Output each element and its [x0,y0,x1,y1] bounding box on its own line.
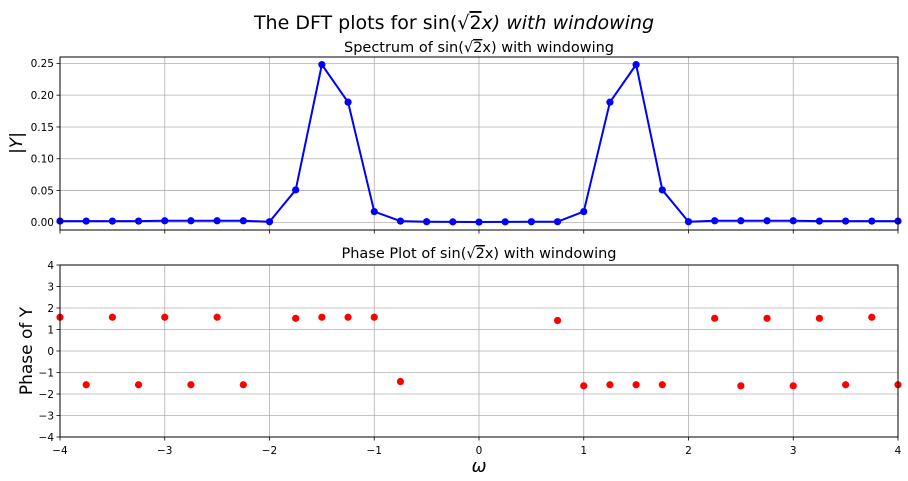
phase-point [658,381,666,389]
x-tick-label: −2 [262,445,277,457]
phase-point [711,314,719,322]
spectrum-point [82,217,90,225]
y-tick-label: −3 [39,410,54,422]
spectrum-point [580,207,588,216]
phase-point [134,381,143,389]
phase-point [370,313,378,321]
x-tick-label: −3 [157,445,172,457]
spectrum-point [108,217,116,225]
phase-point [213,313,221,321]
y-tick-label: 0.15 [31,122,54,134]
spectrum-point [815,217,824,225]
spectrum-point [161,217,169,225]
spectrum-point [213,217,221,225]
spectrum-point [423,218,431,226]
x-tick-label: 1 [580,445,587,457]
spectrum-xticks [59,230,899,234]
x-tick-label: 3 [790,445,797,457]
y-tick-label: −1 [39,367,54,379]
y-tick-label: 4 [47,260,54,272]
spectrum-point [449,218,457,226]
spectrum-point [501,218,509,226]
spectrum-point [187,217,195,225]
spectrum-title: Spectrum of sin(√2x) with windowing [344,40,614,56]
phase-point [396,377,405,386]
spectrum-point [344,98,352,106]
y-tick-label: 0.05 [31,185,54,197]
x-tick-label: −1 [367,445,382,457]
y-tick-label: 0.20 [31,90,54,102]
spectrum-point [292,186,300,194]
phase-point [161,313,169,321]
spectrum-point [475,218,483,226]
x-tick-label: 2 [685,445,692,457]
y-tick-label: 1 [47,324,54,336]
spectrum-plot: Spectrum of sin(√2x) with windowing 0.00… [7,40,902,234]
spectrum-axes-frame [59,56,899,231]
phase-point [292,314,300,322]
phase-xticks: −4 −3 −2 −1 0 1 2 3 4 [52,437,902,457]
spectrum-point [737,217,745,225]
phase-ylabel: Phase of Y [17,306,37,395]
y-tick-label: 0.10 [31,154,54,166]
spectrum-point [239,217,247,225]
y-tick-label: −4 [39,432,55,444]
phase-point [187,381,195,389]
sqrt-symbol: √ [457,12,470,34]
phase-xlabel: ω [471,456,486,477]
spectrum-point [265,218,274,226]
phase-point [789,382,797,390]
phase-point [842,381,850,389]
spectrum-point [396,217,405,225]
y-tick-label: 0.25 [31,58,54,70]
spectrum-point [711,217,719,225]
y-tick-label: 0.00 [31,217,54,229]
phase-point [606,381,614,389]
figure-suptitle: The DFT plots for sin(√2x) with windowin… [253,12,654,34]
spectrum-point [553,218,562,226]
spectrum-point [658,186,666,194]
x-tick-label: 0 [476,445,483,457]
spectrum-point [370,207,378,216]
phase-point [82,381,90,389]
y-tick-label: −2 [39,389,54,401]
spectrum-point [868,217,876,225]
phase-point [108,313,116,321]
spectrum-point [134,217,143,225]
spectrum-point [632,61,640,69]
phase-point [737,382,745,390]
phase-point [632,381,640,389]
phase-grid [59,264,899,438]
x-tick-label: 4 [895,445,902,457]
phase-point [344,313,352,321]
phase-yticks: −4 −3 −2 −1 0 1 2 3 4 [39,260,60,444]
spectrum-point [318,61,326,69]
phase-point [815,314,824,322]
y-tick-label: 2 [47,303,54,315]
phase-axes-frame [59,264,899,438]
spectrum-point [606,98,614,106]
phase-point [580,382,588,390]
phase-title: Phase Plot of sin(√2x) with windowing [342,246,617,262]
spectrum-point [684,218,693,226]
spectrum-series [56,61,902,226]
phase-plot: Phase Plot of sin(√2x) with windowing −4… [17,246,902,477]
spectrum-yticks: 0.00 0.05 0.10 0.15 0.20 0.25 [31,58,60,229]
y-tick-label: 0 [47,346,54,358]
spectrum-point [842,217,850,225]
phase-point [239,381,247,389]
phase-point [318,313,326,321]
spectrum-point [527,218,535,226]
phase-point [763,314,771,322]
spectrum-point [763,217,771,225]
phase-point [553,316,562,325]
y-tick-label: 3 [47,281,54,293]
spectrum-point [789,217,797,225]
spectrum-ylabel: |Y| [7,132,27,154]
x-tick-label: −4 [52,445,68,457]
phase-point [868,313,876,321]
phase-series [56,313,902,390]
